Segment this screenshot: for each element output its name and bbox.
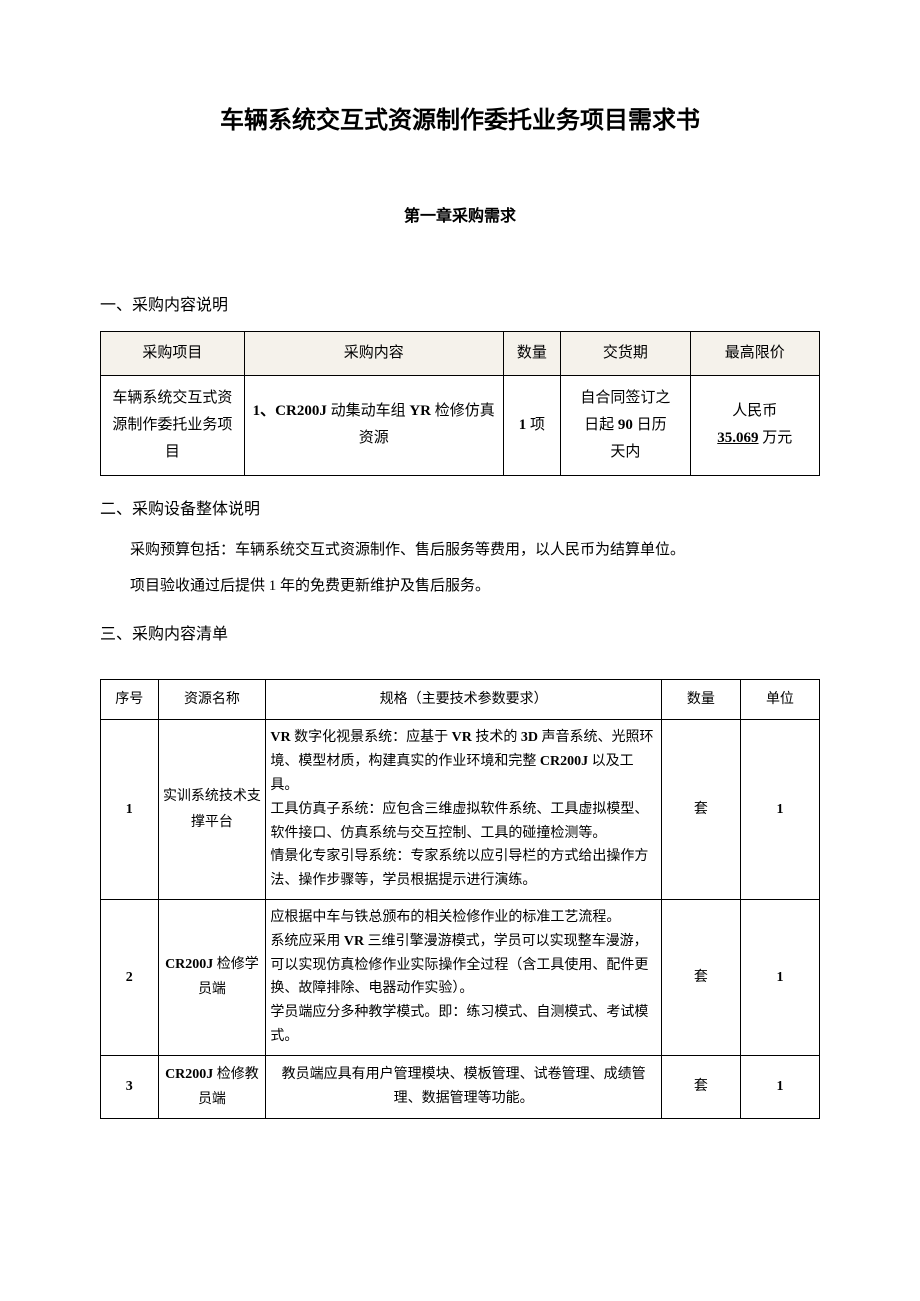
row2-qty: 套 [661,899,740,1055]
r1-p1g: CR200J [540,754,588,769]
section-3-heading: 三、采购内容清单 [100,621,820,650]
detail-table: 序号 资源名称 规格（主要技术参数要求） 数量 单位 1 实训系统技术支撑平台 … [100,679,820,1119]
r1-p1e: 3D [521,730,538,745]
section-2-para2: 项目验收通过后提供 1 年的免费更新维护及售后服务。 [100,571,820,601]
content-mid: 动集动车组 [327,403,410,419]
summary-header-price: 最高限价 [690,331,819,375]
summary-table: 采购项目 采购内容 数量 交货期 最高限价 车辆系统交互式资源制作委托业务项目 … [100,331,820,476]
row3-name: CR200J 检修教员端 [158,1055,266,1118]
section-2-heading: 二、采购设备整体说明 [100,496,820,525]
detail-row-1: 1 实训系统技术支撑平台 VR 数字化视景系统：应基于 VR 技术的 3D 声音… [101,720,820,900]
section-2-para1: 采购预算包括：车辆系统交互式资源制作、售后服务等费用，以人民币为结算单位。 [100,535,820,565]
r1-p1c: VR [452,730,472,745]
row1-unit: 1 [740,720,819,900]
summary-header-content: 采购内容 [244,331,503,375]
row3-spec: 教员端应具有用户管理模块、模板管理、试卷管理、成绩管理、数据管理等功能。 [266,1055,661,1118]
summary-qty-cell: 1 项 [503,375,561,475]
summary-project-cell: 车辆系统交互式资源制作委托业务项目 [101,375,245,475]
summary-delivery-cell: 自合同签订之 日起 90 日历 天内 [561,375,690,475]
price-line2: 35.069 万元 [697,425,813,452]
detail-header-unit: 单位 [740,680,819,720]
row3-unit: 1 [740,1055,819,1118]
para2-pre: 项目验收通过后提供 [130,578,269,594]
row1-seq: 1 [101,720,159,900]
row2-seq: 2 [101,899,159,1055]
r2-p3: 学员端应分多种教学模式。即：练习模式、自测模式、考试模式。 [270,1005,648,1044]
delivery-l2-num: 90 [618,417,633,433]
row1-name: 实训系统技术支撑平台 [158,720,266,900]
para2-post: 年的免费更新维护及售后服务。 [276,578,490,594]
summary-header-delivery: 交货期 [561,331,690,375]
delivery-line1: 自合同签订之 [567,385,683,412]
content-yr: YR [409,403,431,419]
delivery-l2-pre: 日起 [584,417,618,433]
price-line1: 人民币 [697,398,813,425]
r1-p1b: 数字化视景系统：应基于 [291,730,452,745]
row3-qty: 套 [661,1055,740,1118]
chapter-title: 第一章采购需求 [100,203,820,232]
detail-header-qty: 数量 [661,680,740,720]
summary-header-row: 采购项目 采购内容 数量 交货期 最高限价 [101,331,820,375]
summary-header-qty: 数量 [503,331,561,375]
detail-row-3: 3 CR200J 检修教员端 教员端应具有用户管理模块、模板管理、试卷管理、成绩… [101,1055,820,1118]
document-title: 车辆系统交互式资源制作委托业务项目需求书 [100,100,820,143]
delivery-line2: 日起 90 日历 [567,412,683,439]
r2-p2a: 系统应采用 [270,934,344,949]
detail-header-spec: 规格（主要技术参数要求） [266,680,661,720]
r1-p1a: VR [270,730,290,745]
summary-data-row: 车辆系统交互式资源制作委托业务项目 1、CR200J 动集动车组 YR 检修仿真… [101,375,820,475]
detail-header-row: 序号 资源名称 规格（主要技术参数要求） 数量 单位 [101,680,820,720]
summary-content-cell: 1、CR200J 动集动车组 YR 检修仿真资源 [244,375,503,475]
detail-header-seq: 序号 [101,680,159,720]
row2-spec: 应根据中车与铁总颁布的相关检修作业的标准工艺流程。 系统应采用 VR 三维引擎漫… [266,899,661,1055]
price-unit: 万元 [759,430,793,446]
summary-header-project: 采购项目 [101,331,245,375]
content-prefix: 1、CR200J [253,403,327,419]
delivery-line3: 天内 [567,439,683,466]
row3-seq: 3 [101,1055,159,1118]
detail-header-name: 资源名称 [158,680,266,720]
r1-p1d: 技术的 [472,730,521,745]
r1-p2: 工具仿真子系统：应包含三维虚拟软件系统、工具虚拟模型、软件接口、仿真系统与交互控… [270,802,648,841]
qty-unit: 项 [526,417,545,433]
row2-unit: 1 [740,899,819,1055]
detail-row-2: 2 CR200J 检修学员端 应根据中车与铁总颁布的相关检修作业的标准工艺流程。… [101,899,820,1055]
row1-spec: VR 数字化视景系统：应基于 VR 技术的 3D 声音系统、光照环境、模型材质，… [266,720,661,900]
r1-p3: 情景化专家引导系统：专家系统以应引导栏的方式给出操作方法、操作步骤等，学员根据提… [270,849,648,888]
delivery-l2-post: 日历 [633,417,667,433]
section-1-heading: 一、采购内容说明 [100,292,820,321]
r2-name-l1: CR200J [165,957,213,972]
row2-name: CR200J 检修学员端 [158,899,266,1055]
row1-qty: 套 [661,720,740,900]
summary-price-cell: 人民币 35.069 万元 [690,375,819,475]
price-num: 35.069 [717,430,758,446]
r2-p1: 应根据中车与铁总颁布的相关检修作业的标准工艺流程。 [270,910,620,925]
r2-p2b: VR [344,934,364,949]
r3-name-l1: CR200J [165,1067,213,1082]
